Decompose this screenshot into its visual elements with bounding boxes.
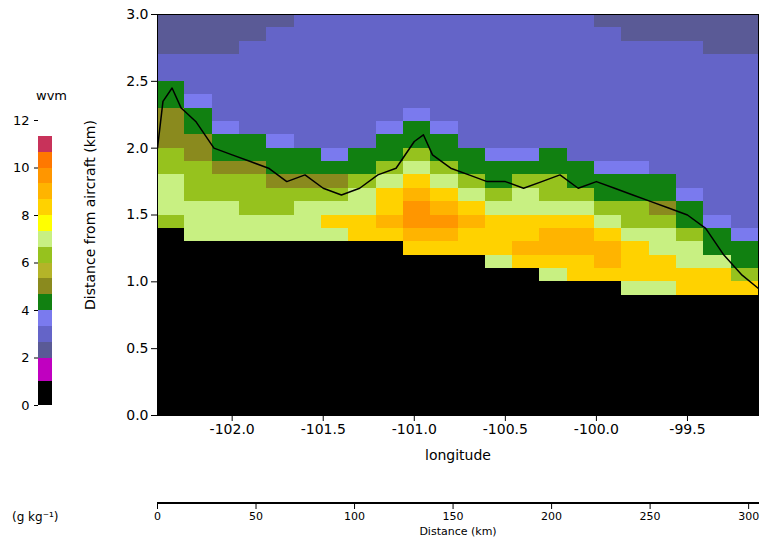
svg-text:-100.5: -100.5 [483,421,528,437]
svg-text:50: 50 [249,510,263,523]
svg-text:-99.5: -99.5 [669,421,705,437]
svg-text:3.0: 3.0 [126,6,148,22]
svg-text:250: 250 [640,510,661,523]
svg-text:longitude: longitude [425,447,491,463]
html-text:(g kg⁻¹): (g kg⁻¹) [12,510,59,524]
svg-text:-101.0: -101.0 [392,421,437,437]
svg-text:6: 6 [21,255,29,270]
svg-text:200: 200 [541,510,562,523]
svg-text:2: 2 [21,350,29,365]
svg-text:2.5: 2.5 [126,73,148,89]
svg-text:12: 12 [13,113,30,128]
svg-text:8: 8 [21,208,29,223]
svg-text:4: 4 [21,303,29,318]
svg-text:Distance (km): Distance (km) [419,525,496,538]
svg-text:2.0: 2.0 [126,140,148,156]
svg-text:-102.0: -102.0 [210,421,255,437]
svg-text:150: 150 [443,510,464,523]
svg-text:-101.5: -101.5 [301,421,346,437]
svg-text:300: 300 [738,510,759,523]
svg-text:0: 0 [21,398,29,413]
svg-text:1.0: 1.0 [126,273,148,289]
svg-text:-100.0: -100.0 [574,421,619,437]
svg-text:1.5: 1.5 [126,206,148,222]
svg-text:10: 10 [13,160,30,175]
html-text:wvm: wvm [36,88,67,103]
svg-text:0.0: 0.0 [126,407,148,423]
svg-text:0: 0 [154,510,161,523]
svg-text:Distance from aircraft (km): Distance from aircraft (km) [82,120,98,310]
svg-text:0.5: 0.5 [126,340,148,356]
svg-text:100: 100 [344,510,365,523]
